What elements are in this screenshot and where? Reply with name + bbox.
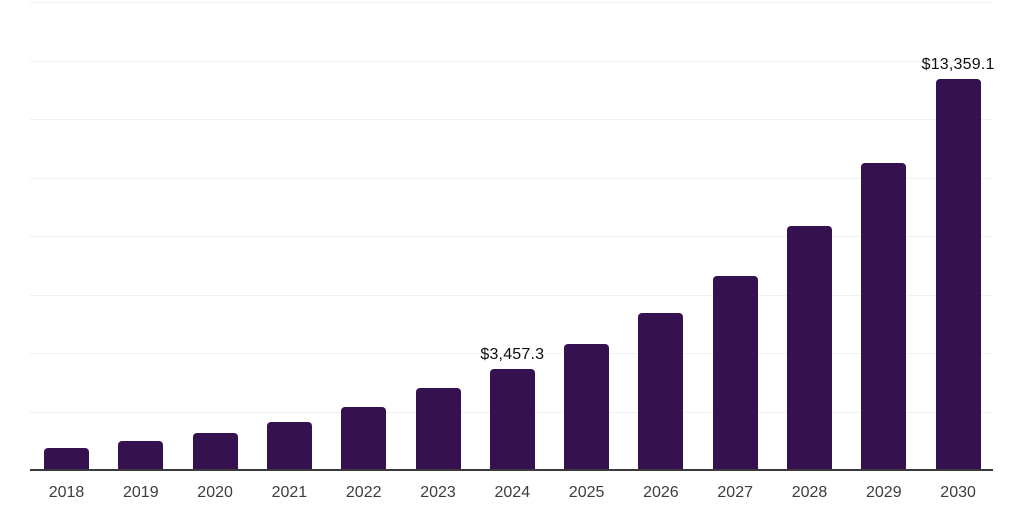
- bar-2028: [787, 226, 832, 470]
- bar-2022: [341, 406, 387, 470]
- gridline: [30, 236, 993, 237]
- x-tick-label-2021: 2021: [271, 484, 308, 501]
- bar-2027: [712, 275, 758, 470]
- bar-2018: [44, 447, 89, 470]
- bar-2029: [861, 162, 907, 470]
- x-tick-label-2027: 2027: [717, 484, 753, 501]
- bar-value-label-2024: $3,457.3: [480, 345, 545, 363]
- x-tick-label-2023: 2023: [420, 484, 456, 501]
- gridline: [30, 60, 993, 62]
- bar-2021: [266, 421, 312, 470]
- x-tick-label-2020: 2020: [197, 484, 233, 501]
- bar-2023: [415, 387, 461, 470]
- bar-2025: [564, 344, 610, 470]
- x-tick-label-2019: 2019: [123, 484, 159, 501]
- bar-2020: [192, 432, 238, 470]
- bar-2019: [118, 440, 164, 470]
- x-axis: 2018 2019 2020 2021 2022 2023 2024 2025 2026 2027…: [30, 484, 993, 508]
- bar-2030: [935, 79, 981, 470]
- x-tick-label-2026: 2026: [643, 484, 679, 501]
- bar-2024: [489, 368, 535, 470]
- gridline: [30, 294, 993, 296]
- bar-value-label-2030: $13,359.1: [921, 56, 995, 74]
- x-tick-label-2030: 2030: [940, 484, 976, 501]
- x-tick-label-2018: 2018: [48, 484, 85, 501]
- x-axis-line: [30, 469, 993, 471]
- gridline: [30, 119, 993, 120]
- gridline: [30, 177, 993, 179]
- x-tick-label-2022: 2022: [345, 484, 382, 501]
- bar-2026: [638, 313, 684, 470]
- gridline: [30, 353, 993, 354]
- x-tick-label-2025: 2025: [568, 484, 605, 501]
- x-tick-label-2028: 2028: [791, 484, 828, 501]
- plot-area: $3,457.3 $13,359.1: [30, 2, 995, 470]
- gridline: [30, 2, 993, 3]
- x-tick-label-2029: 2029: [866, 484, 902, 501]
- x-tick-label-2024: 2024: [494, 484, 531, 501]
